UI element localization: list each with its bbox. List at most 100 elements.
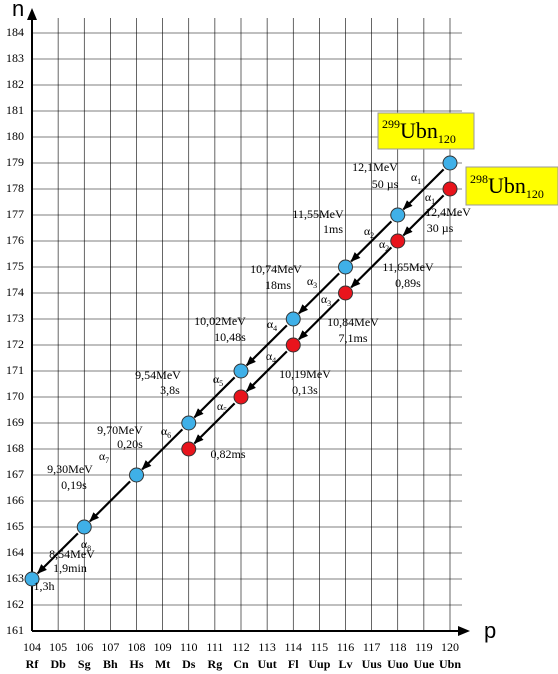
y-tick-label: 170 [6,389,24,403]
alpha-symbol: α [307,274,314,288]
nucleus-point [181,415,197,431]
x-tick-element: Ubn [439,657,461,671]
y-tick-label: 182 [6,77,24,91]
mass-number: 299 [382,117,400,131]
x-tick-label: 107 [101,640,119,654]
half-life: 0,82ms [210,447,245,461]
half-life: 0,20s [117,437,143,451]
x-tick-element: Hs [129,657,143,671]
x-tick-element: Uup [308,657,330,671]
half-life: 3,8s [160,383,180,397]
alpha-index: 5 [219,379,223,388]
y-tick-label: 172 [6,337,24,351]
alpha-symbol: α [267,317,274,331]
alpha-symbol: α [266,349,273,363]
proton-number: 120 [438,132,456,146]
mass-number: 298 [470,172,488,186]
decay-energy: 11,55MeV [292,207,344,221]
x-tick-label: 116 [337,640,355,654]
decay-arrow [141,428,184,471]
element-symbol: Ubn [400,118,438,143]
y-tick-label: 175 [6,259,24,273]
x-tick-element: Rf [26,657,40,671]
x-tick-element: Lv [338,657,352,671]
x-tick-element: Uue [414,657,435,671]
proton-number: 120 [526,187,544,201]
alpha-label: α4 [266,349,276,365]
decay-arrow [193,402,236,445]
y-tick-label: 169 [6,415,24,429]
half-life: 30 µs [427,221,454,235]
x-tick-label: 112 [232,640,250,654]
legend-entry: 299Ubn120 [382,117,456,146]
decay-arrow [350,220,393,263]
alpha-label: α1 [411,170,421,186]
alpha-symbol: α [379,237,386,251]
y-tick-label: 162 [6,597,24,611]
y-tick-label: 176 [6,233,24,247]
y-tick-label: 171 [6,363,24,377]
decay-energy: 12,4MeV [425,205,471,219]
nucleus-point [285,337,301,353]
alpha-symbol: α [411,170,418,184]
nucleus-point [233,363,249,379]
nucleus-point [285,311,301,327]
half-life: 0,13s [292,383,318,397]
decay-energy: 12,1MeV [352,160,398,174]
y-tick-label: 164 [6,545,24,559]
decay-arrow [245,324,288,367]
x-tick-element: Ds [182,657,196,671]
y-tick-label: 183 [6,51,24,65]
alpha-label: α5 [217,399,227,415]
x-tick-label: 113 [258,640,276,654]
nucleus-point [129,467,144,483]
decay-arrow [89,480,131,523]
x-tick-element: Bh [103,657,118,671]
y-axis-arrow [27,8,37,20]
alpha-label: α8 [81,537,91,553]
x-tick-label: 119 [415,640,433,654]
x-tick-label: 106 [75,640,93,654]
alpha-index: 2 [370,231,374,240]
y-tick-label: 166 [6,493,24,507]
element-symbol: Ubn [488,173,526,198]
legend-entry: 298Ubn120 [470,172,544,201]
half-life: 0,19s [61,478,87,492]
x-tick-label: 117 [363,640,381,654]
alpha-symbol: α [161,424,168,438]
x-tick-label: 104 [23,640,41,654]
y-tick-label: 177 [6,207,24,221]
x-tick-label: 109 [154,640,172,654]
alpha-symbol: α [425,190,432,204]
alpha-index: 1 [417,177,421,186]
decay-energy: 9,30MeV [47,462,93,476]
x-tick-element: Cn [233,657,249,671]
x-axis-arrow [458,626,470,636]
y-tick-label: 163 [6,571,24,585]
decay-arrow [193,376,236,419]
x-tick-label: 111 [206,640,223,654]
x-tick-label: 105 [49,640,67,654]
alpha-index: 5 [223,406,227,415]
alpha-index: 2 [385,244,389,253]
alpha-label: α3 [321,292,331,308]
x-tick-label: 114 [284,640,302,654]
y-tick-label: 184 [6,25,24,39]
y-tick-label: 174 [6,285,24,299]
decay-energy: 10,02MeV [194,314,246,328]
decay-energy: 9,70MeV [97,423,143,437]
alpha-index: 7 [105,456,109,465]
nucleus-point [233,389,249,405]
decay-energy: 9,54MeV [135,368,181,382]
y-tick-label: 161 [6,623,24,637]
alpha-label: α4 [267,317,277,333]
nucleus-point [390,233,406,249]
half-life: 1ms [323,222,343,236]
x-tick-element: Rg [208,657,223,671]
alpha-label: α7 [99,449,109,465]
x-tick-element: Mt [155,657,170,671]
x-tick-element: Uut [257,657,276,671]
nucleus-point [338,285,353,301]
y-tick-label: 173 [6,311,24,325]
y-tick-label: 179 [6,155,24,169]
